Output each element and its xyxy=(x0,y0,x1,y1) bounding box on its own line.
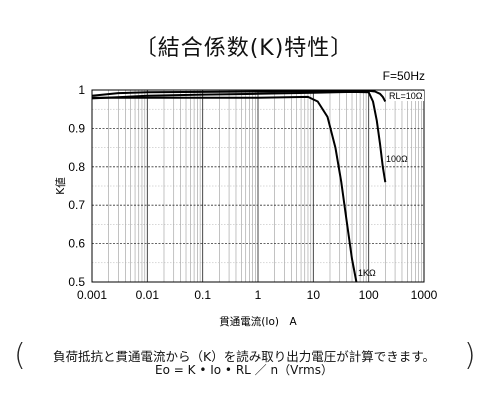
caption-right-bracket: ) xyxy=(464,338,476,373)
y-tick-label: 0.5 xyxy=(68,275,85,289)
x-tick-label: 100 xyxy=(359,288,379,302)
x-tick-label: 0.1 xyxy=(194,288,211,302)
caption-formula: Eo = K • Io • RL ／ n（Vrms） xyxy=(155,363,333,377)
plot-frame xyxy=(91,89,425,283)
series-label-box xyxy=(386,91,424,101)
y-tick-label: 1 xyxy=(78,83,85,97)
series-label-rl10: RL=10Ω xyxy=(389,91,423,101)
series-label-100ohm: 100Ω xyxy=(386,154,408,164)
chart-title: 〔結合係数(K)特性〕 xyxy=(134,36,354,61)
x-tick-label: 10 xyxy=(307,288,321,302)
x-tick-label: 0.001 xyxy=(77,288,107,302)
caption-left-bracket: ( xyxy=(14,338,26,373)
series-line-1 xyxy=(91,89,387,102)
x-tick-label: 1000 xyxy=(411,288,438,302)
series-label-1kohm: 1KΩ xyxy=(358,268,376,278)
series-line-2 xyxy=(91,90,387,183)
x-tick-label: 1 xyxy=(255,288,262,302)
series-line-3 xyxy=(92,95,358,283)
y-axis-label: K値 xyxy=(54,177,67,195)
x-axis-label: 貫通電流(Io) A xyxy=(219,315,297,328)
x-tick-label: 0.01 xyxy=(136,288,160,302)
coupling-coefficient-chart: 0.001 0.01 0.1 1 10 100 1000 0.5 0.6 0.7 0.8 0.9 1 R… xyxy=(54,69,438,328)
frequency-annotation: F=50Hz xyxy=(383,69,425,83)
y-tick-label: 0.9 xyxy=(68,121,85,135)
y-tick-label: 0.6 xyxy=(68,237,85,251)
caption-note: 負荷抵抗と貫通電流から（K）を読み取り出力電圧が計算できます。 xyxy=(53,349,435,364)
y-tick-label: 0.7 xyxy=(68,198,85,212)
y-tick-label: 0.8 xyxy=(68,160,85,174)
